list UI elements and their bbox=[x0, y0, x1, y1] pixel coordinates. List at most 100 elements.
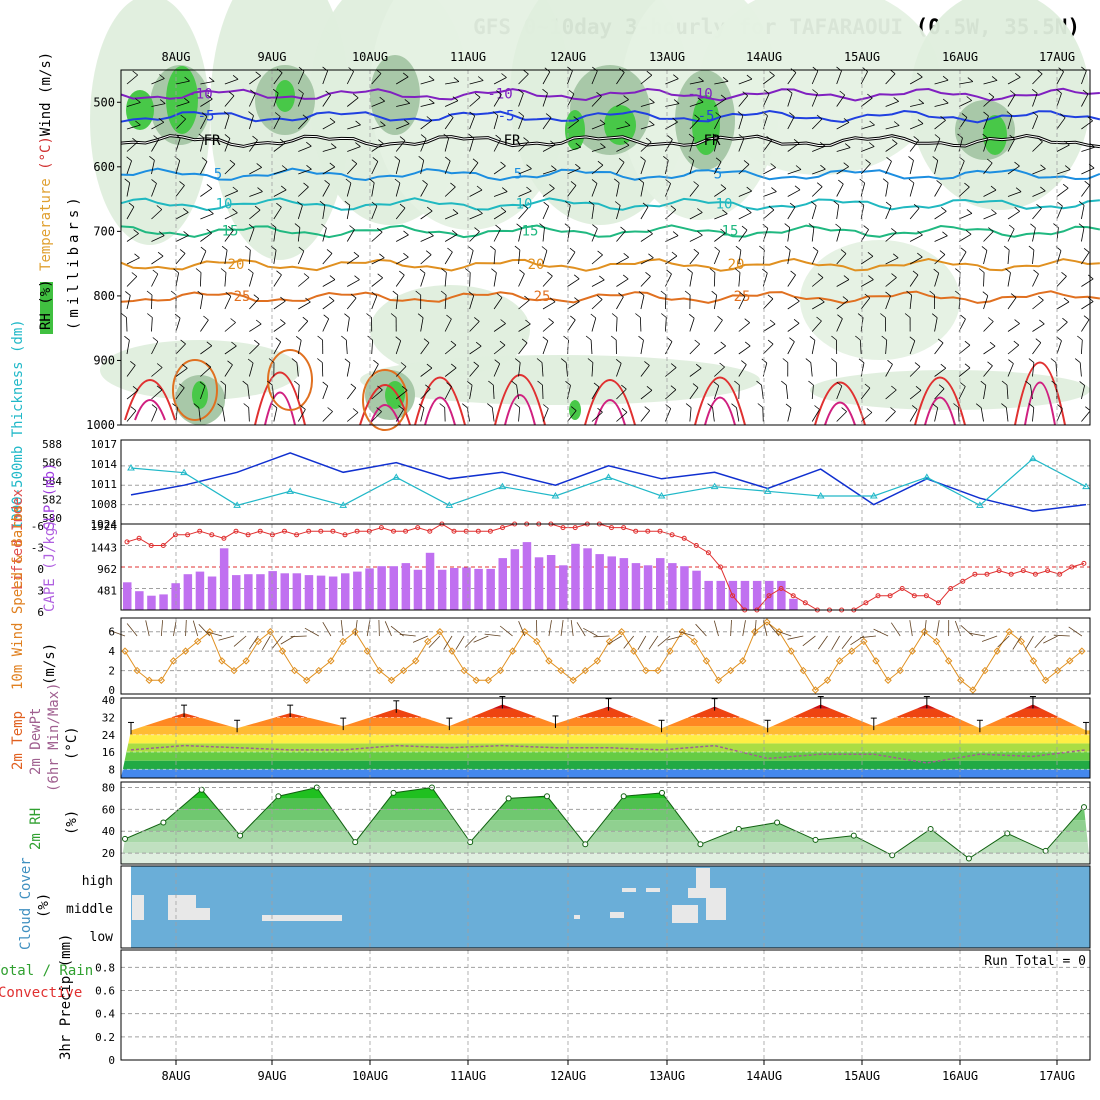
isotherm-label: 25 bbox=[234, 289, 251, 305]
rh-marker bbox=[812, 836, 819, 843]
wind-barb-flag bbox=[717, 315, 723, 321]
wind-barb-10m bbox=[455, 635, 465, 650]
wind-speed-marker bbox=[278, 647, 287, 655]
cape-bar bbox=[316, 575, 326, 610]
wind-barb-flag bbox=[906, 290, 912, 296]
wind-barb-flag bbox=[519, 269, 525, 275]
wind-barb-flag bbox=[341, 335, 347, 341]
wind-barb bbox=[958, 213, 973, 220]
lifted-index-marker bbox=[172, 532, 178, 538]
rh-marker bbox=[927, 826, 934, 832]
wind-barb-flag bbox=[746, 208, 752, 214]
wind-barb-10m bbox=[831, 635, 840, 651]
wind-barb bbox=[983, 345, 996, 355]
wind-barb-flag bbox=[271, 403, 278, 409]
wind-barb bbox=[273, 116, 281, 130]
wind-barb-flag bbox=[495, 134, 501, 140]
wind-barb bbox=[934, 388, 945, 400]
wind-barb bbox=[298, 168, 312, 175]
wind-barb bbox=[1007, 344, 1020, 355]
lifted-index-marker bbox=[718, 564, 723, 570]
wind-barb-flag bbox=[865, 159, 871, 164]
wind-barb-flag bbox=[426, 206, 433, 212]
wind-barb bbox=[493, 272, 497, 287]
wind-barb bbox=[713, 137, 719, 152]
low-level-contour bbox=[704, 396, 736, 426]
wind-barb-flag bbox=[153, 135, 159, 140]
wind-barb bbox=[200, 295, 204, 310]
wind-barb-10m bbox=[271, 635, 283, 649]
rh-marker bbox=[1004, 830, 1011, 837]
lifted-index-marker bbox=[1032, 571, 1038, 577]
wind-barb-flag bbox=[276, 202, 282, 208]
wind-barb-flag bbox=[184, 76, 190, 82]
wind-barb-10m bbox=[354, 620, 358, 637]
wind-barb-10m bbox=[576, 622, 586, 637]
wind-barb-flag bbox=[550, 140, 556, 146]
isotherm-label: -10 bbox=[687, 87, 712, 103]
wind-barb bbox=[175, 317, 181, 332]
wind-speed-marker bbox=[605, 637, 614, 646]
wind-speed-marker bbox=[617, 628, 626, 636]
wind-speed-marker bbox=[944, 657, 953, 665]
wind-barb-flag bbox=[429, 98, 435, 104]
wind-barb bbox=[665, 235, 679, 242]
thickness-marker bbox=[286, 487, 295, 494]
wind-barb-flag bbox=[646, 385, 653, 391]
wind-barb-flag bbox=[673, 74, 679, 80]
wind-barb-flag bbox=[1038, 295, 1044, 301]
wind-barb bbox=[689, 387, 699, 400]
wind-barb-flag bbox=[770, 163, 776, 168]
temp-band bbox=[121, 752, 1090, 761]
thickness-marker bbox=[551, 492, 560, 499]
wind-barb-flag bbox=[707, 403, 713, 408]
day-label-top: 8AUG bbox=[162, 50, 191, 64]
wind-barb-10m bbox=[248, 635, 259, 650]
wind-barb-flag bbox=[793, 138, 800, 144]
lifted-index-marker bbox=[342, 532, 348, 538]
wind-barb bbox=[885, 73, 896, 85]
wind-barb-flag bbox=[345, 178, 352, 184]
wind-barb bbox=[248, 249, 251, 265]
wind-barb-flag bbox=[418, 155, 424, 161]
wind-barb-flag bbox=[831, 358, 837, 363]
wind-barb bbox=[958, 386, 966, 400]
low-level-contour bbox=[814, 381, 866, 426]
wind-barb bbox=[322, 70, 328, 85]
wind-barb bbox=[591, 205, 595, 220]
wind-tick-label: 6 bbox=[108, 626, 115, 639]
lifted-index-marker bbox=[936, 600, 941, 606]
wind-barb bbox=[518, 362, 521, 377]
wind-barb bbox=[200, 137, 205, 152]
wind-barb-flag bbox=[428, 231, 434, 237]
temp-tick-label: 40 bbox=[102, 694, 115, 707]
wind-barb bbox=[224, 322, 236, 332]
wind-barb-flag bbox=[757, 403, 764, 408]
wind-barb bbox=[322, 279, 336, 287]
wind-barb bbox=[616, 205, 621, 220]
wind-barb bbox=[542, 117, 552, 130]
rh-marker bbox=[467, 839, 474, 846]
panel-frame bbox=[120, 781, 1091, 865]
wind-barb bbox=[1081, 252, 1090, 265]
wind-barb-flag bbox=[940, 363, 947, 369]
wind-speed-marker bbox=[739, 657, 747, 665]
isotherm-label: 25 bbox=[734, 289, 751, 305]
wind-barb-flag bbox=[1057, 201, 1063, 207]
thickness-line bbox=[130, 457, 1087, 507]
wind-barb-flag bbox=[967, 77, 974, 82]
lifted-index-marker bbox=[911, 593, 917, 599]
cape-bar bbox=[244, 574, 253, 610]
wind-barb-flag bbox=[134, 253, 140, 259]
wind-barb-flag bbox=[354, 275, 360, 281]
wind-barb bbox=[567, 185, 577, 197]
wind-barb-flag bbox=[988, 317, 994, 322]
wind-barb bbox=[395, 409, 404, 422]
wind-speed-marker bbox=[630, 647, 638, 655]
wind-barb-flag bbox=[526, 186, 532, 192]
wind-barb-flag bbox=[698, 76, 704, 82]
cape-bar bbox=[462, 567, 471, 610]
wind-barb-10m bbox=[890, 622, 901, 637]
panel-frame bbox=[120, 69, 1091, 426]
wind-barb-flag bbox=[697, 230, 703, 236]
